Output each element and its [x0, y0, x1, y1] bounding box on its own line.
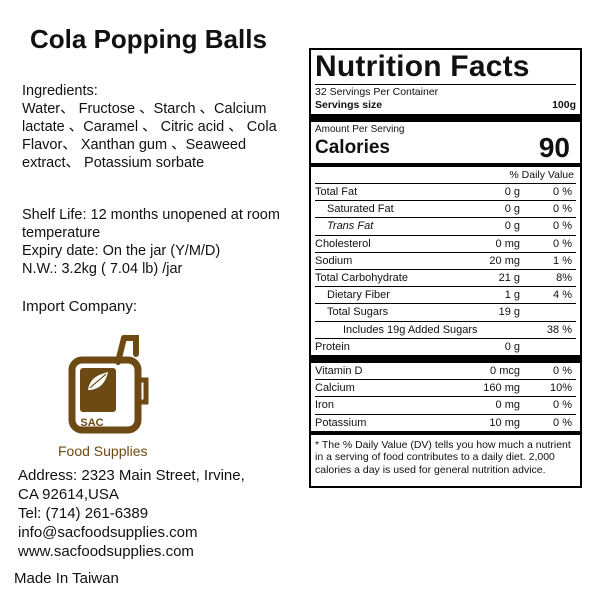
address-line-1: Address: 2323 Main Street, Irvine, — [18, 467, 245, 484]
nutrient-row: Total Carbohydrate 21 g 8% — [315, 269, 576, 286]
telephone: Tel: (714) 261-6389 — [18, 505, 149, 522]
vitamin-row: Vitamin D 0 mcg 0 % — [315, 363, 576, 379]
nutrient-row: Saturated Fat 0 g 0 % — [315, 200, 576, 217]
nutrient-dv: 0 % — [553, 237, 572, 250]
medium-divider — [311, 163, 580, 167]
vitamin-amount: 10 mg — [489, 416, 520, 429]
website: www.sacfoodsupplies.com — [18, 543, 194, 560]
medium-divider — [311, 430, 580, 435]
nutrient-dv: 0 % — [553, 186, 572, 198]
nutrient-dv: 0 % — [553, 203, 572, 216]
serving-size-row: Servings size 100g — [315, 99, 576, 114]
nutrient-name: Protein — [315, 340, 350, 353]
shelf-info-block: Shelf Life: 12 months unopened at room t… — [22, 206, 307, 278]
company-address: Address: 2323 Main Street, Irvine, CA 92… — [18, 466, 298, 561]
calories-row: Calories 90 — [315, 132, 576, 163]
nutrient-name: Dietary Fiber — [327, 289, 390, 302]
address-line-2: CA 92614,USA — [18, 486, 119, 503]
calories-label: Calories — [315, 137, 390, 158]
calories-value: 90 — [538, 132, 570, 163]
nutrient-dv — [526, 304, 576, 320]
nutrient-row: Includes 19g Added Sugars 38 % — [315, 320, 576, 338]
nutrition-facts-panel: Nutrition Facts 32 Servings Per Containe… — [309, 48, 582, 488]
nutrient-dv — [526, 339, 576, 355]
nutrient-name: Total Fat — [315, 186, 358, 198]
vitamin-amount: 0 mcg — [490, 365, 520, 378]
vitamin-amount: 0 mg — [495, 399, 520, 412]
shelf-life: Shelf Life: 12 months unopened at room t… — [22, 207, 280, 241]
nutrient-amount: 20 mg — [489, 254, 520, 267]
nutrient-row: Trans Fat 0 g 0 % — [315, 217, 576, 234]
nutrient-dv: 4 % — [553, 289, 572, 302]
net-weight: N.W.: 3.2kg ( 7.04 lb) /jar — [22, 261, 183, 277]
vitamin-row: Iron 0 mg 0 % — [315, 396, 576, 413]
ingredients-block: Ingredients: Water、 Fructose 、Starch 、Ca… — [22, 82, 307, 172]
vitamin-amount: 160 mg — [483, 382, 520, 395]
nutrient-name: Total Sugars — [327, 306, 389, 319]
nutrient-row: Dietary Fiber 1 g 4 % — [315, 286, 576, 303]
logo-letters: SAC — [80, 417, 103, 429]
product-title: Cola Popping Balls — [30, 24, 267, 54]
daily-value-header: % Daily Value — [509, 169, 574, 181]
vitamin-name: Vitamin D — [315, 365, 363, 378]
serving-size-label: Servings size — [315, 99, 383, 111]
thick-divider — [311, 355, 580, 364]
daily-value-footnote: * The % Daily Value (DV) tells you how m… — [315, 438, 571, 476]
ingredients-text: Water、 Fructose 、Starch 、Calcium lactate… — [22, 101, 277, 171]
nutrient-dv: 8% — [556, 272, 572, 285]
nutrient-name: Sodium — [315, 254, 353, 267]
nutrient-row: Sodium 20 mg 1 % — [315, 251, 576, 269]
nutrient-amount: 1 g — [504, 289, 520, 302]
nutrient-dv: 1 % — [553, 254, 572, 267]
nutrient-amount: 0 g — [504, 220, 520, 233]
nutrient-row: Total Sugars 19 g — [315, 303, 576, 320]
nutrient-amount: 0 mg — [495, 237, 520, 250]
country-of-origin: Made In Taiwan — [14, 570, 119, 587]
vitamin-row: Potassium 10 mg 0 % — [315, 413, 576, 431]
nutrient-row: Total Fat 0 g 0 % — [315, 183, 576, 200]
thick-divider — [311, 114, 580, 122]
divider — [315, 84, 576, 85]
nutrition-facts-title: Nutrition Facts — [315, 50, 530, 83]
email: info@sacfoodsupplies.com — [18, 524, 198, 541]
amount-per-serving: Amount Per Serving — [315, 124, 405, 135]
expiry-date: Expiry date: On the jar (Y/M/D) — [22, 243, 221, 259]
vitamin-name: Potassium — [315, 416, 367, 429]
nutrient-amount: 0 g — [504, 203, 520, 216]
nutrient-amount: 0 g — [504, 186, 520, 198]
vitamin-dv: 0 % — [553, 416, 572, 429]
nutrient-amount: 21 g — [498, 272, 520, 285]
logo-company-name: Food Supplies — [58, 443, 148, 459]
nutrient-name: Cholesterol — [315, 237, 371, 250]
import-company-label: Import Company: — [22, 298, 138, 315]
servings-per-container: 32 Servings Per Container — [315, 86, 439, 98]
vitamin-dv: 0 % — [553, 399, 572, 412]
vitamin-name: Iron — [315, 399, 334, 412]
vitamin-dv: 10% — [549, 382, 572, 395]
nutrient-name: Saturated Fat — [327, 203, 394, 216]
serving-size-value: 100g — [552, 99, 576, 111]
nutrient-name: Trans Fat — [327, 220, 374, 233]
nutrient-row: Protein 0 g — [315, 337, 576, 355]
ingredients-label: Ingredients: — [22, 83, 98, 99]
nutrient-amount: 19 g — [498, 306, 520, 319]
vitamin-row: Calcium 160 mg 10% — [315, 379, 576, 396]
nutrient-dv: 0 % — [553, 220, 572, 233]
company-logo: SAC — [68, 335, 149, 434]
nutrient-dv: 38 % — [546, 323, 572, 336]
vitamin-dv: 0 % — [553, 365, 572, 378]
nutrient-row: Cholesterol 0 mg 0 % — [315, 234, 576, 252]
nutrient-name: Includes 19g Added Sugars — [343, 323, 478, 336]
vitamin-name: Calcium — [315, 382, 355, 395]
nutrient-name: Total Carbohydrate — [315, 272, 408, 285]
nutrient-amount: 0 g — [504, 340, 520, 353]
